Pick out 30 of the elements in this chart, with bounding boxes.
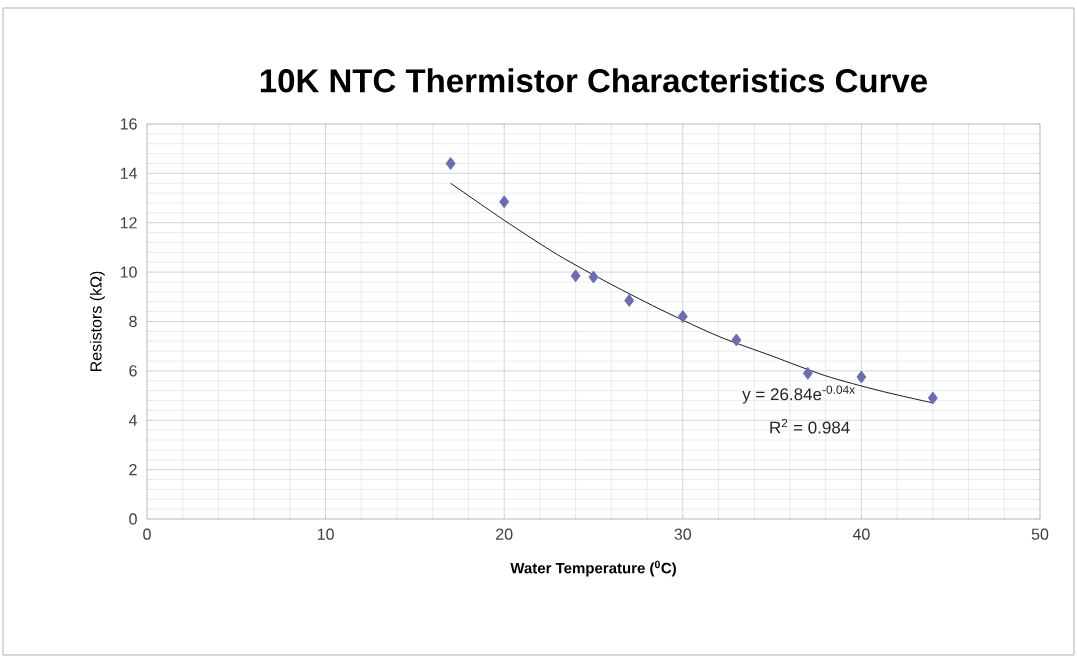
x-tick-label: 0 <box>143 528 151 540</box>
y-axis-title: Resistors (kΩ) <box>89 271 105 372</box>
y-tick-label: 16 <box>120 118 137 130</box>
x-tick-label: 10 <box>317 528 334 540</box>
point <box>731 333 742 347</box>
x-tick-label: 40 <box>852 528 870 540</box>
x-tick-label: 20 <box>496 528 513 540</box>
point <box>445 157 456 170</box>
point <box>588 270 599 284</box>
x-tick-label: 30 <box>674 528 692 540</box>
y-tick-label: 8 <box>129 315 137 328</box>
chart-title: 10K NTC Thermistor Characteristics Curve <box>260 68 927 93</box>
y-tick-label: 10 <box>120 266 137 278</box>
point <box>624 294 635 307</box>
y-tick-label: 14 <box>120 167 137 179</box>
x-tick-label: 50 <box>1031 528 1049 540</box>
point <box>927 391 938 405</box>
y-tick-label: 2 <box>129 464 137 476</box>
annotation: y = 26.84e$^{-0.04x}$ <box>742 385 855 404</box>
y-tick-label: 12 <box>120 217 137 229</box>
y-tick-label: 6 <box>129 365 137 377</box>
point <box>570 269 581 283</box>
point <box>677 310 688 323</box>
y-tick-label: 0 <box>129 513 137 525</box>
point <box>856 370 867 384</box>
annotation: R$^{2}$ = 0.984 <box>770 418 850 434</box>
point <box>499 195 510 209</box>
point <box>802 366 813 380</box>
x-axis-title: Water Temperature ($^{0}$C) <box>510 560 676 577</box>
y-tick-label: 4 <box>128 414 137 426</box>
